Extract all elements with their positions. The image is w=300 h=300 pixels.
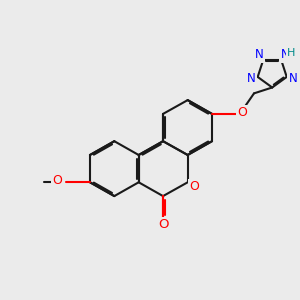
Text: O: O xyxy=(189,180,199,193)
Text: N: N xyxy=(247,72,256,86)
Text: N: N xyxy=(289,72,297,86)
Text: N: N xyxy=(255,48,264,61)
Text: H: H xyxy=(287,47,296,58)
Text: O: O xyxy=(237,106,247,119)
Text: O: O xyxy=(52,174,62,187)
Text: N: N xyxy=(280,48,290,61)
Text: O: O xyxy=(158,218,168,231)
